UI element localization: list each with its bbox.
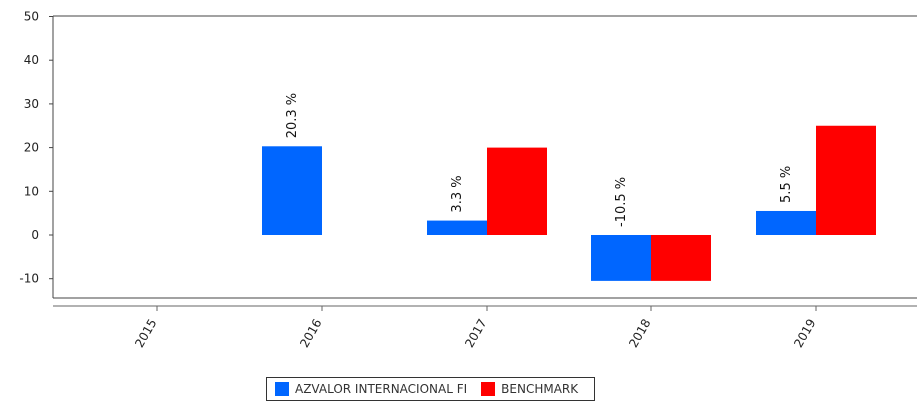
- data-label: -10.5 %: [614, 177, 629, 227]
- bar-benchmark-2017: [487, 147, 547, 235]
- x-tick-label: 2017: [462, 317, 489, 350]
- chart-legend: AZVALOR INTERNACIONAL FI BENCHMARK: [266, 377, 596, 401]
- legend-swatch-series-1: [275, 382, 289, 396]
- bar-azvalor-internacional-fi-2017: [427, 220, 487, 235]
- bar-azvalor-internacional-fi-2019: [756, 210, 816, 235]
- y-tick-label: -10: [19, 272, 39, 286]
- legend-swatch-series-2: [481, 382, 496, 396]
- data-label: 5.5 %: [779, 166, 794, 203]
- y-tick-label: 20: [24, 141, 39, 155]
- y-tick-label: 10: [24, 184, 39, 198]
- legend-label-series-1: AZVALOR INTERNACIONAL FI: [295, 382, 468, 396]
- y-tick-label: 40: [24, 53, 39, 67]
- data-label: 20.3 %: [285, 93, 300, 138]
- data-label: 3.3 %: [450, 175, 465, 212]
- y-tick-label: 30: [24, 97, 39, 111]
- chart-bars: [262, 125, 876, 281]
- legend-item-series-2: BENCHMARK: [481, 382, 578, 396]
- legend-label-series-2: BENCHMARK: [501, 382, 579, 396]
- bar-benchmark-2018: [651, 235, 711, 281]
- x-tick-label: 2015: [132, 317, 159, 350]
- bar-azvalor-internacional-fi-2018: [591, 235, 651, 281]
- bar-azvalor-internacional-fi-2016: [262, 146, 322, 235]
- x-tick-label: 2018: [626, 317, 653, 350]
- legend-item-series-1: AZVALOR INTERNACIONAL FI: [275, 382, 467, 396]
- chart-data-labels: 20.3 % 3.3 % -10.5 % 5.5 %: [285, 93, 794, 227]
- x-tick-label: 2019: [791, 317, 818, 350]
- y-tick-label: 50: [24, 10, 39, 24]
- y-tick-label: 0: [31, 228, 39, 242]
- x-tick-label: 2016: [297, 317, 324, 350]
- bar-benchmark-2019: [816, 125, 876, 235]
